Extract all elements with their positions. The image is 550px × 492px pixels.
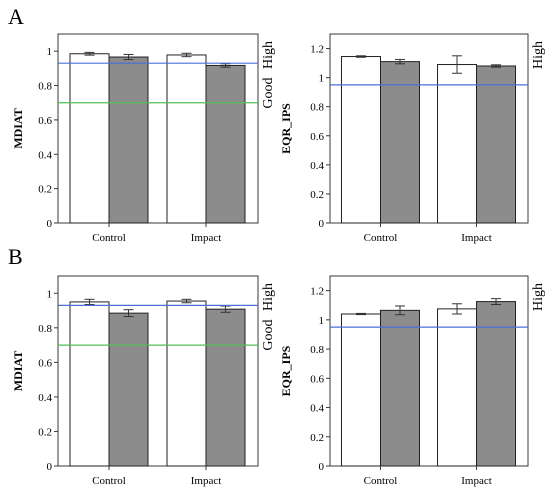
y-tick-label: 0.6 <box>310 131 324 143</box>
y-axis-title: EQR_IPS <box>279 103 293 154</box>
y-axis-title: EQR_IPS <box>279 345 293 396</box>
x-category-label: Impact <box>191 232 222 244</box>
bar <box>340 56 381 224</box>
bar <box>69 53 110 224</box>
side-label-good: Good <box>261 319 276 350</box>
x-category-label: Impact <box>461 475 492 487</box>
bar <box>437 64 478 224</box>
bar <box>205 64 246 224</box>
side-label-high: High <box>531 41 546 69</box>
bar <box>340 313 381 467</box>
side-label-high: High <box>261 283 276 311</box>
plot-frame <box>329 275 529 467</box>
chart-panel-1: 0 0.2 0.4 0.6 0.8 1 Control Impact MDIAT High Good <box>11 33 276 244</box>
y-tick-label: 0.2 <box>310 432 324 444</box>
y-tick-label: 0 <box>47 461 53 473</box>
plot-frame <box>329 33 529 224</box>
bar <box>108 56 149 224</box>
y-tick-label: 1.2 <box>310 286 324 298</box>
y-tick-label: 0.2 <box>38 426 52 438</box>
bar <box>166 54 207 224</box>
y-tick-label: 1.2 <box>310 44 324 56</box>
bar <box>476 301 517 467</box>
y-tick-label: 0.8 <box>38 323 52 335</box>
panel-letter-a: A <box>8 4 24 29</box>
x-category-label: Control <box>364 232 398 244</box>
bar <box>379 309 420 467</box>
bar <box>69 301 110 467</box>
side-label-high: High <box>531 283 546 311</box>
bar <box>166 300 207 467</box>
x-category-label: Impact <box>461 232 492 244</box>
plot-frame <box>57 275 259 467</box>
y-tick-label: 0.6 <box>38 115 52 127</box>
x-category-label: Control <box>92 475 126 487</box>
y-tick-label: 0.2 <box>310 189 324 201</box>
bar <box>437 308 478 467</box>
x-category-label: Impact <box>191 475 222 487</box>
chart-panel-3: 0 0.2 0.4 0.6 0.8 1 Control Impact MDIAT High Good <box>11 275 276 487</box>
y-tick-label: 0.4 <box>38 392 52 404</box>
x-category-label: Control <box>92 232 126 244</box>
plots: 0 0.2 0.4 0.6 0.8 1 Control Impact MDIAT High Good… <box>11 33 546 487</box>
y-tick-label: 1 <box>47 46 53 58</box>
y-tick-label: 0.4 <box>38 149 52 161</box>
y-tick-label: 0.8 <box>310 344 324 356</box>
y-tick-label: 0.8 <box>38 81 52 93</box>
y-tick-label: 0.4 <box>310 160 324 172</box>
y-tick-label: 1 <box>319 73 325 85</box>
chart-panel-2: 0 0.2 0.4 0.6 0.8 1 1.2 Control Impact EQR_IPS Hig… <box>279 33 546 244</box>
x-category-label: Control <box>364 475 398 487</box>
panel-letter-b: B <box>8 244 23 269</box>
y-tick-label: 0 <box>47 218 53 230</box>
y-tick-label: 0.2 <box>38 184 52 196</box>
y-tick-label: 0.8 <box>310 102 324 114</box>
bar <box>205 308 246 467</box>
bar <box>108 312 149 467</box>
y-tick-label: 0 <box>319 461 325 473</box>
y-tick-label: 0 <box>319 218 325 230</box>
side-label-good: Good <box>261 77 276 108</box>
y-axis-title: MDIAT <box>11 351 25 391</box>
y-tick-label: 1 <box>47 288 53 300</box>
y-tick-label: 0.6 <box>38 357 52 369</box>
y-tick-label: 1 <box>319 315 325 327</box>
chart-panel-4: 0 0.2 0.4 0.6 0.8 1 1.2 Control Impact EQR_IPS Hig… <box>279 275 546 487</box>
bar <box>379 61 420 224</box>
y-axis-title: MDIAT <box>11 108 25 148</box>
bar <box>476 65 517 224</box>
y-tick-label: 0.6 <box>310 373 324 385</box>
plot-frame <box>57 33 259 224</box>
side-label-high: High <box>261 41 276 69</box>
y-tick-label: 0.4 <box>310 403 324 415</box>
